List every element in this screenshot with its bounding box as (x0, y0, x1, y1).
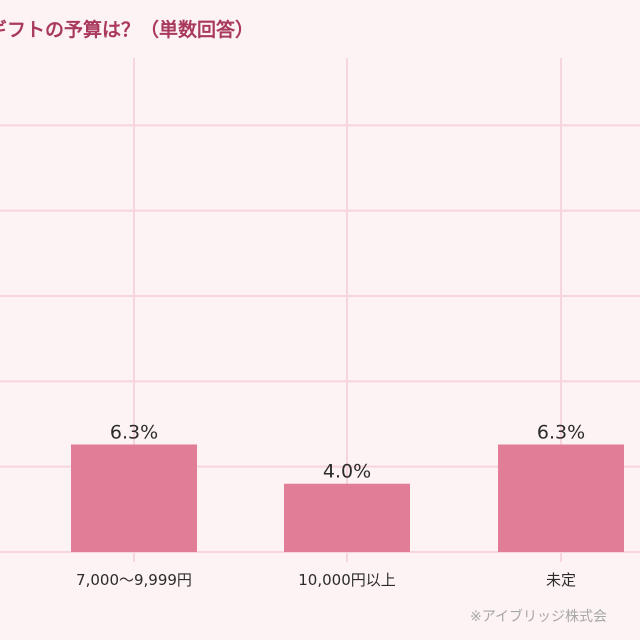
value-label-0: 6.3% (110, 421, 158, 443)
bar-0 (71, 444, 197, 552)
chart-title: ギフトの予算は？（単数回答） (0, 18, 254, 41)
source-note: ※アイブリッジ株式会 (470, 608, 607, 625)
category-label-0: 7,000〜9,999円 (76, 571, 192, 589)
bars (71, 444, 624, 552)
bar-2 (498, 444, 624, 552)
value-label-2: 6.3% (537, 421, 585, 443)
category-label-1: 10,000円以上 (298, 571, 396, 589)
category-labels: 7,000〜9,999円 10,000円以上 未定 (76, 571, 576, 589)
value-labels: 6.3% 4.0% 6.3% (110, 421, 585, 482)
value-label-1: 4.0% (323, 461, 371, 483)
bar-1 (284, 483, 410, 552)
category-label-2: 未定 (546, 571, 576, 589)
